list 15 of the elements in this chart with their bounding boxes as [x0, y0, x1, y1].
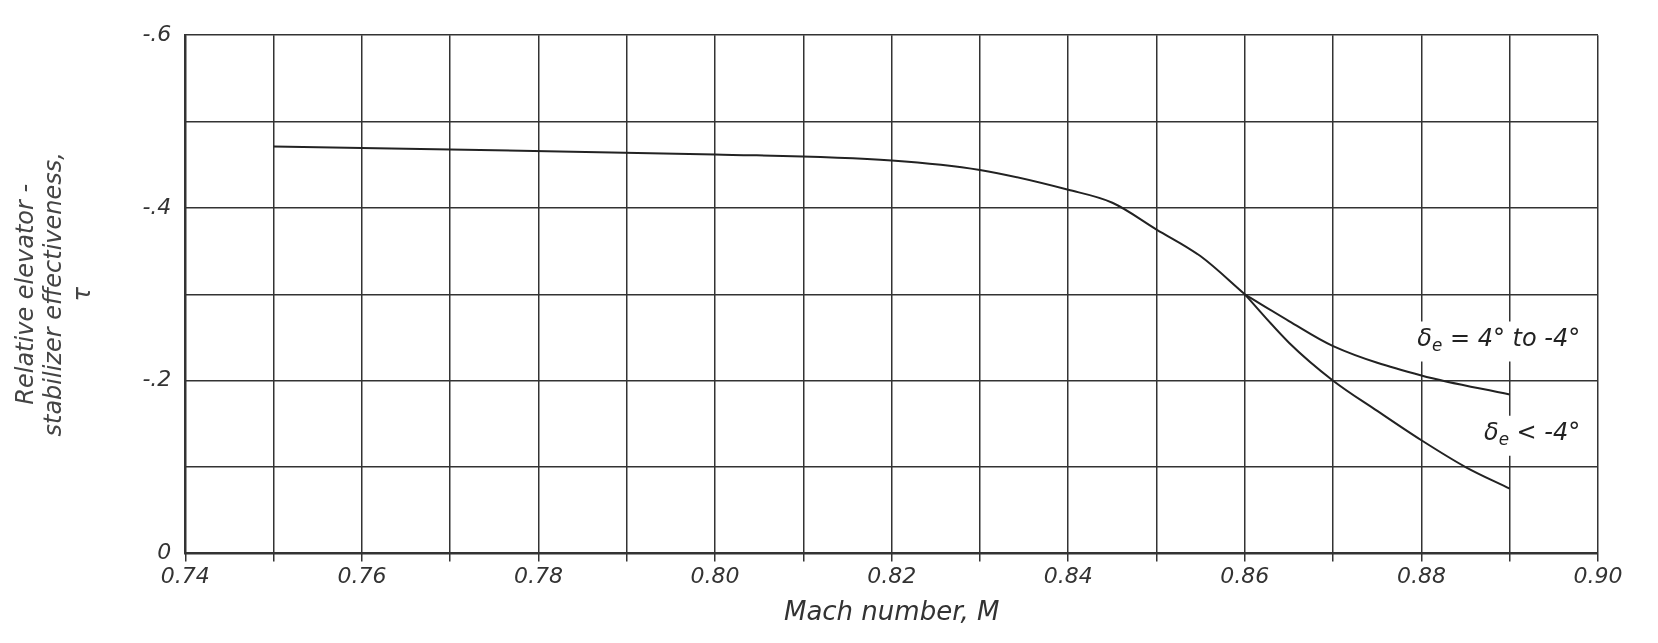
x-tick-label: 0.84	[1043, 563, 1093, 589]
x-tick-label: 0.76	[337, 563, 387, 589]
y-tick-label: 0	[157, 539, 172, 565]
x-tick-label: 0.90	[1573, 563, 1623, 589]
x-axis-title: Mach number, M	[783, 596, 1000, 627]
y-tick-label: -.2	[142, 366, 172, 392]
x-tick-label: 0.86	[1220, 563, 1270, 589]
y-axis-title: Relative elevator - stabilizer effectiveness, τ	[10, 152, 97, 437]
y-tick-label: -.6	[142, 20, 172, 46]
x-tick-label: 0.82	[867, 563, 917, 589]
x-tick-label: 0.78	[514, 563, 563, 589]
y-tick-label: -.4	[142, 193, 172, 219]
x-tick-label: 0.80	[690, 563, 740, 589]
x-tick-label: 0.74	[160, 563, 210, 589]
x-tick-label: 0.88	[1396, 563, 1446, 589]
